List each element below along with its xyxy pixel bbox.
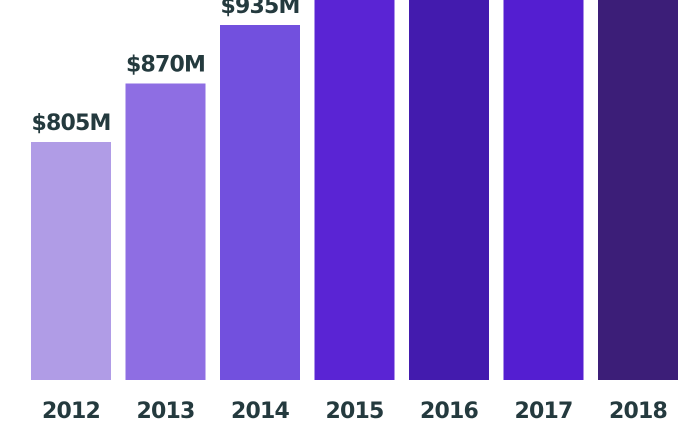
x-axis-tick-labels: 2012 2013 2014 2015 2016 2017 2018 [42, 399, 668, 424]
x-tick-label-2015: 2015 [325, 399, 383, 424]
x-tick-label-2016: 2016 [420, 399, 479, 424]
bar-2014 [220, 25, 300, 380]
value-labels-group: $805M$870M$935M$1.03B$1.085B$1.015B$1.09… [31, 0, 300, 136]
bar-2013 [125, 83, 206, 380]
bar-2017 [503, 0, 584, 380]
bar-2012 [31, 142, 111, 380]
x-tick-label-2017: 2017 [514, 399, 572, 424]
value-label-2014: $935M [220, 0, 299, 19]
bars-group [31, 0, 678, 380]
x-tick-label-2018: 2018 [609, 399, 667, 424]
x-tick-label-2013: 2013 [136, 399, 194, 424]
x-tick-label-2014: 2014 [231, 399, 290, 424]
bar-2015 [314, 0, 395, 380]
bar-2018 [598, 0, 678, 380]
x-tick-label-2012: 2012 [42, 399, 100, 424]
bar-2016 [409, 0, 489, 380]
value-label-2012: $805M [31, 111, 110, 136]
value-label-2013: $870M [126, 53, 205, 78]
